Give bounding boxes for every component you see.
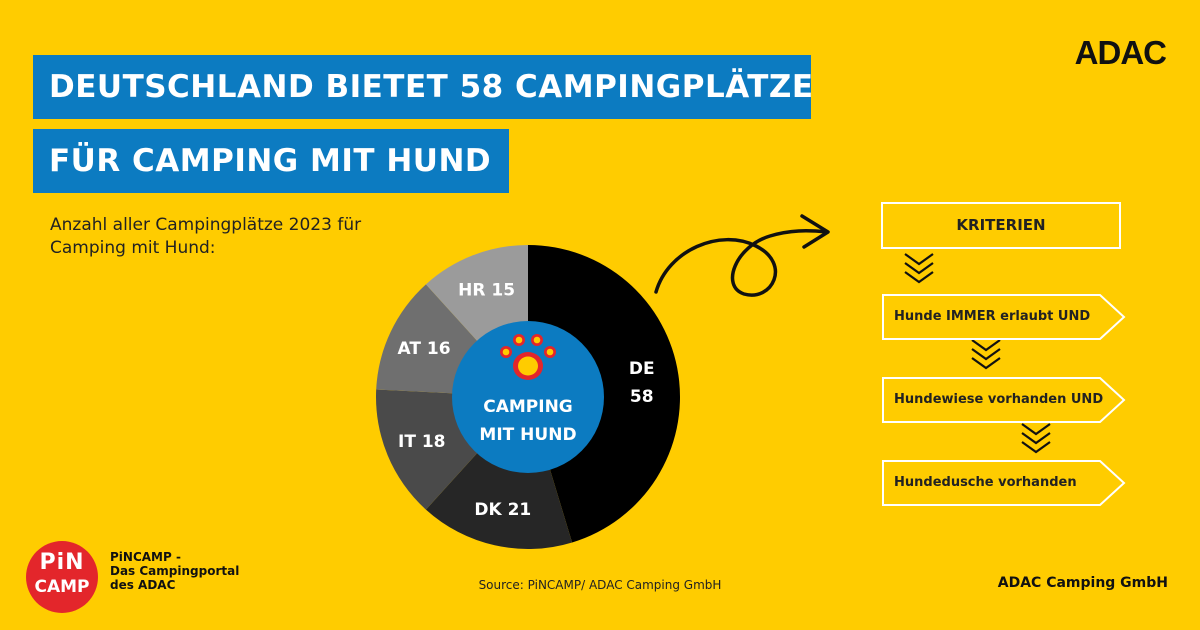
curly-arrow <box>654 214 830 297</box>
criteria-title: KRITERIEN <box>881 202 1121 249</box>
pincamp-text-line-3: des ADAC <box>110 578 176 592</box>
criteria-step-1: Hunde IMMER erlaubt UND <box>882 294 1126 340</box>
pincamp-description: PiNCAMP - Das Campingportal des ADAC <box>110 550 240 592</box>
pincamp-logo: PiN CAMP <box>26 541 98 613</box>
center-label-line-2: MIT HUND <box>479 425 576 445</box>
segment-label-it: IT 18 <box>398 432 446 452</box>
center-label-line-1: CAMPING <box>483 397 573 417</box>
pincamp-logo-line-1: PiN <box>39 550 85 575</box>
company-name: ADAC Camping GmbH <box>997 575 1168 591</box>
criteria-step-2-label: Hundewiese vorhanden UND <box>894 392 1104 407</box>
pincamp-logo-line-2: CAMP <box>34 577 90 597</box>
donut-segments <box>376 245 681 549</box>
subtitle-line-1: Anzahl aller Campingplätze 2023 für <box>50 215 362 235</box>
paw-icon <box>500 334 556 380</box>
pincamp-text-line-1: PiNCAMP - <box>110 550 181 564</box>
segment-label-at: AT 16 <box>398 339 451 359</box>
segment-label-de-line-2: 58 <box>630 387 654 407</box>
segment-label-de-line-1: DE <box>629 359 655 379</box>
adac-logo: ADAC <box>1074 34 1167 71</box>
segment-label-dk: DK 21 <box>474 500 531 520</box>
subtitle-line-2: Camping mit Hund: <box>50 238 216 258</box>
pincamp-text-line-2: Das Campingportal <box>110 564 240 578</box>
segment-labels: DE 58 DK 21 IT 18 AT 16 HR 15 <box>398 281 655 520</box>
criteria-step-2: Hundewiese vorhanden UND <box>882 377 1126 423</box>
criteria-step-3-label: Hundedusche vorhanden <box>894 475 1077 490</box>
criteria-step-3: Hundedusche vorhanden <box>882 460 1126 506</box>
criteria-step-1-label: Hunde IMMER erlaubt UND <box>894 309 1091 324</box>
center-circle <box>452 321 604 473</box>
segment-label-hr: HR 15 <box>458 281 515 301</box>
source-note: Source: PiNCAMP/ ADAC Camping GmbH <box>478 578 722 592</box>
donut-segment-de <box>528 245 681 543</box>
title-line-2: FÜR CAMPING MIT HUND <box>33 129 509 193</box>
chart-subtitle: Anzahl aller Campingplätze 2023 für Camp… <box>50 214 390 260</box>
title-line-1: DEUTSCHLAND BIETET 58 CAMPINGPLÄTZE <box>33 55 813 119</box>
